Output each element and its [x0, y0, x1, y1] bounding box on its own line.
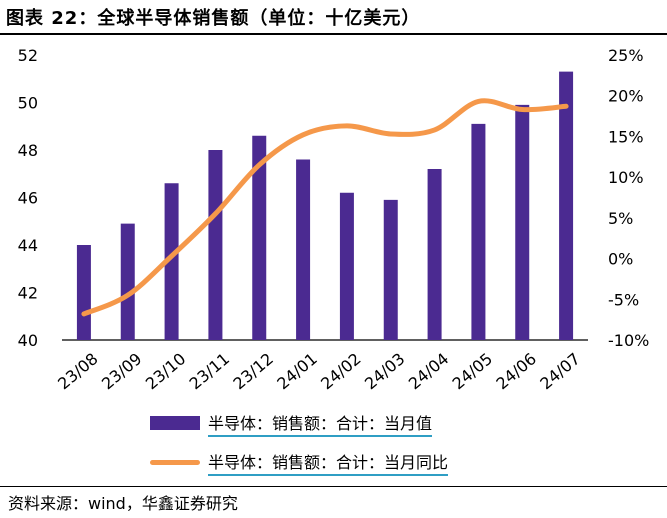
x-tick-label: 23/10	[142, 349, 190, 393]
y-left-tick-label: 52	[18, 46, 38, 65]
x-tick-label: 24/07	[536, 349, 584, 393]
x-tick-label: 24/03	[361, 349, 409, 393]
y-right-tick-label: -10%	[608, 331, 649, 350]
bar	[164, 183, 179, 340]
y-right-tick-label: 15%	[608, 127, 644, 146]
bar	[208, 150, 223, 340]
bar	[296, 159, 311, 340]
bar	[471, 123, 486, 340]
bar	[339, 192, 354, 340]
legend-label-line: 半导体：销售额：合计：当月同比	[208, 449, 449, 476]
legend-item-line: 半导体：销售额：合计：当月同比	[150, 449, 449, 476]
y-right-tick-label: 25%	[608, 46, 644, 65]
legend-item-bar: 半导体：销售额：合计：当月值	[150, 410, 433, 437]
y-right-tick-label: 5%	[608, 209, 633, 228]
bar	[252, 135, 267, 340]
x-tick-label: 24/01	[273, 349, 321, 393]
chart-area: 40 42 44 46 48 50 52 -10% -5% 0% 5% 10% 15% 20% 25% 23/…	[18, 46, 650, 393]
source-divider	[0, 486, 667, 487]
bar	[76, 245, 91, 340]
chart-title: 图表 22：全球半导体销售额（单位：十亿美元）	[6, 8, 421, 29]
bar	[559, 71, 574, 340]
y-left-tick-label: 50	[18, 94, 38, 113]
x-tick-label: 23/08	[54, 349, 102, 393]
legend-label-bar: 半导体：销售额：合计：当月值	[208, 410, 433, 437]
bar	[383, 199, 398, 340]
legend-swatch-bar	[150, 416, 200, 430]
y-left-tick-label: 46	[18, 189, 38, 208]
yoy-line	[81, 98, 569, 317]
x-tick-label: 24/04	[405, 349, 453, 393]
y-right-tick-label: -5%	[608, 290, 639, 309]
y-left-tick-label: 44	[18, 236, 38, 255]
bar	[515, 104, 530, 340]
x-tick-label: 24/02	[317, 349, 365, 393]
y-right-tick-label: 20%	[608, 87, 644, 106]
y-right-tick-label: 10%	[608, 168, 644, 187]
y-left-tick-label: 40	[18, 331, 38, 350]
legend-swatch-line	[150, 459, 200, 465]
y-left-tick-label: 42	[18, 284, 38, 303]
x-tick-label: 23/11	[186, 349, 234, 393]
x-tick-label: 24/06	[492, 349, 540, 393]
source-note: 资料来源：wind，华鑫证券研究	[8, 494, 238, 513]
y-left-tick-label: 48	[18, 141, 38, 160]
y-right-tick-label: 0%	[608, 250, 633, 269]
x-tick-label: 24/05	[449, 349, 497, 393]
x-tick-label: 23/09	[98, 349, 146, 393]
bar	[427, 169, 442, 340]
title-underline	[0, 33, 667, 35]
bar	[120, 223, 135, 340]
x-tick-label: 23/12	[229, 349, 277, 393]
